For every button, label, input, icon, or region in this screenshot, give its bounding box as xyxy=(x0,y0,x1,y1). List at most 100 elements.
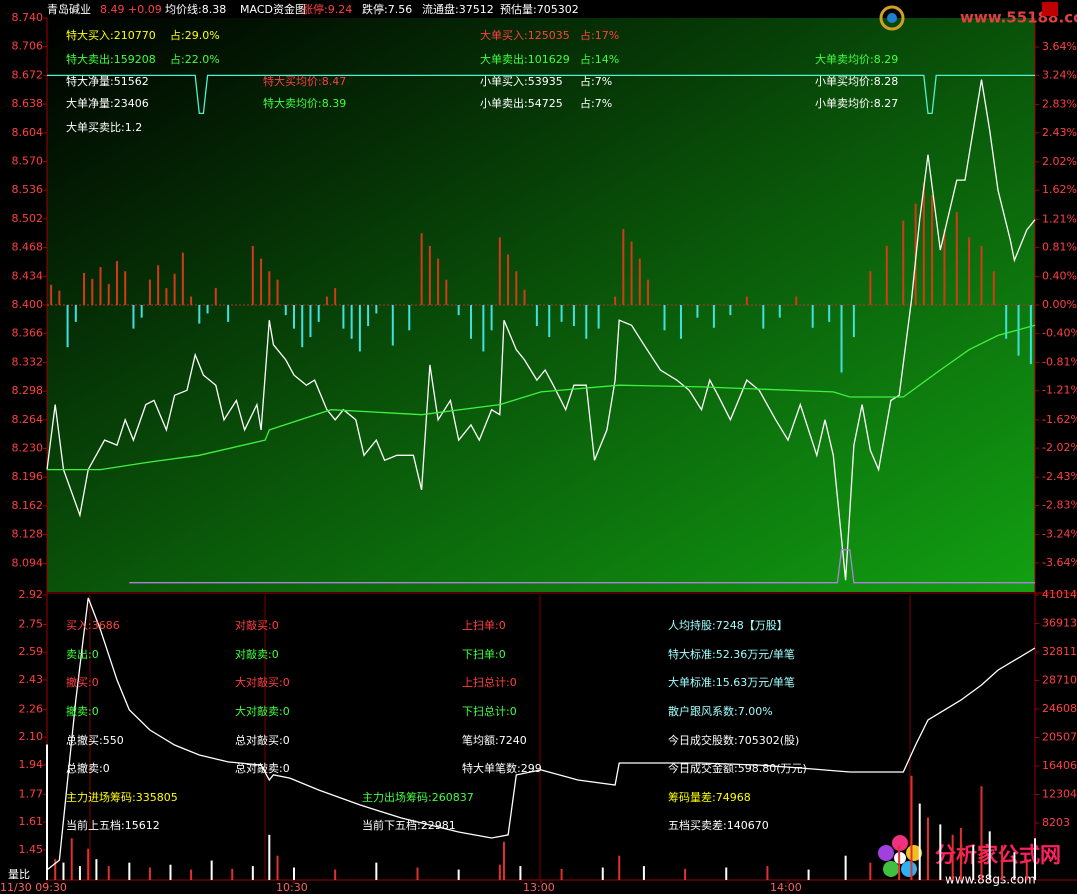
y-tick-label: 8.196 xyxy=(12,470,44,483)
macd-bar xyxy=(260,258,263,305)
y-tick-label: 8.740 xyxy=(12,11,44,24)
annotation: 小单买均价:8.28 xyxy=(815,75,898,88)
header-item: 8.49 +0.09 xyxy=(100,3,162,16)
volume-bar xyxy=(293,867,295,880)
annotation: 大单标准:15.63万元/单笔 xyxy=(668,675,795,689)
macd-bar xyxy=(548,305,551,338)
volume-bar xyxy=(210,860,213,880)
y-tick-label: 8.672 xyxy=(12,68,44,81)
y-tick-label: 2.59 xyxy=(19,645,44,658)
volume-bar xyxy=(1034,838,1036,880)
y-tick-label: 2.92 xyxy=(19,588,44,601)
annotation: 撤买:0 xyxy=(66,675,99,689)
macd-bar xyxy=(181,252,184,305)
annotation: 笔均额:7240 xyxy=(462,733,527,747)
macd-bar xyxy=(622,229,625,305)
annotation: 大单净量:23406 xyxy=(66,96,149,110)
annotation: 当前上五档:15612 xyxy=(66,818,160,832)
macd-bar xyxy=(173,273,176,305)
macd-bar xyxy=(597,305,600,329)
macd-bar xyxy=(358,305,361,352)
volume-bar xyxy=(939,824,942,880)
annotation: 总对敲买:0 xyxy=(235,733,290,747)
header-item: 涨停:9.24 xyxy=(302,2,352,16)
series-line xyxy=(47,324,1036,471)
header-item: 均价线:8.38 xyxy=(165,2,226,16)
annotation: 五档买卖差:140670 xyxy=(668,818,769,832)
y-tick-label: 8.706 xyxy=(12,40,44,53)
y-tick-label: 8.230 xyxy=(12,442,44,455)
volume-bar xyxy=(46,744,48,880)
y2-tick-label: 0.40% xyxy=(1042,270,1077,283)
volume-bar xyxy=(148,867,151,880)
macd-bar xyxy=(445,279,448,305)
macd-bar xyxy=(325,296,328,305)
macd-bar xyxy=(132,305,135,329)
macd-bar xyxy=(696,305,699,318)
annotation: 占:29.0% xyxy=(170,28,220,42)
y2-tick-label: 28710 xyxy=(1042,673,1077,686)
x-tick-label: 10:30 xyxy=(276,881,308,894)
annotation: 大单买入:125035 xyxy=(480,28,570,42)
y2-tick-label: 20507 xyxy=(1042,731,1077,744)
y2-tick-label: -3.24% xyxy=(1042,528,1077,541)
petal xyxy=(901,861,917,877)
y-tick-label: 1.61 xyxy=(19,815,44,828)
annotation: 特大单笔数:299 xyxy=(462,761,542,775)
annotation: 总对敲卖:0 xyxy=(235,761,290,775)
annotation: 大对敲买:0 xyxy=(235,675,290,689)
y2-tick-label: 8203 xyxy=(1042,816,1070,829)
macd-bar xyxy=(206,305,209,314)
y-tick-label: 8.366 xyxy=(12,327,44,340)
y2-tick-label: 0.81% xyxy=(1042,241,1077,254)
volume-bar xyxy=(959,827,962,880)
volume-bar xyxy=(498,864,501,880)
y2-tick-label: -2.83% xyxy=(1042,499,1077,512)
volume-bar xyxy=(918,803,921,880)
x-tick-label: 13:00 xyxy=(523,881,555,894)
y2-tick-label: 0.00% xyxy=(1042,298,1077,311)
y2-tick-label: -1.62% xyxy=(1042,413,1077,426)
volume-bar xyxy=(231,868,234,880)
macd-bar xyxy=(367,305,370,327)
volume-bar xyxy=(807,869,810,880)
macd-bar xyxy=(58,290,61,305)
volume-bar xyxy=(457,869,460,880)
y-tick-label: 8.604 xyxy=(12,126,44,139)
series-line xyxy=(46,79,1036,581)
annotation: 占:17% xyxy=(580,28,619,42)
annotation: 特大卖均价:8.39 xyxy=(263,96,346,110)
macd-bar xyxy=(214,288,217,305)
annotation: 今日成交股数:705302(股) xyxy=(668,733,799,747)
header-item: 青岛碱业 xyxy=(47,2,91,16)
macd-bar xyxy=(647,279,650,305)
volume-bar xyxy=(618,855,621,880)
volume-bar xyxy=(684,868,687,880)
watermark: www.55188.com xyxy=(960,9,1077,27)
macd-bar xyxy=(408,305,411,331)
macd-bar xyxy=(457,305,460,316)
macd-bar xyxy=(1029,305,1032,365)
annotation: 大单卖出:101629 xyxy=(480,52,570,66)
macd-bar xyxy=(585,305,588,339)
macd-bar xyxy=(165,288,168,305)
macd-bar xyxy=(140,305,143,318)
annotation: 占:22.0% xyxy=(170,52,220,66)
macd-bar xyxy=(614,296,617,305)
annotation: 今日成交金额:598.80(万元) xyxy=(668,761,807,775)
y-tick-label: 8.094 xyxy=(12,556,44,569)
logo-core xyxy=(887,13,897,23)
macd-bar xyxy=(350,305,353,339)
y2-tick-label: 2.43% xyxy=(1042,126,1077,139)
volume-bar xyxy=(1001,845,1004,880)
macd-bar xyxy=(301,305,304,348)
y2-tick-label: -2.02% xyxy=(1042,441,1077,454)
macd-bar xyxy=(420,233,423,305)
y-tick-label: 8.332 xyxy=(12,355,44,368)
macd-bar xyxy=(391,305,394,346)
macd-bar xyxy=(507,254,510,305)
y2-tick-label: 12304 xyxy=(1042,788,1077,801)
petal xyxy=(892,835,908,851)
macd-bar xyxy=(762,305,765,329)
